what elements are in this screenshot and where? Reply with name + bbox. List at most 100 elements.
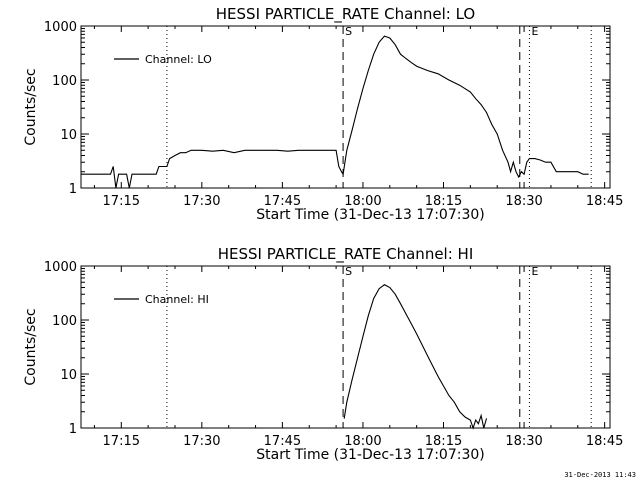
- hi-data-point: [357, 357, 358, 359]
- lo-data-point: [523, 173, 525, 175]
- lo-data-point: [507, 161, 509, 163]
- hi-data-point: [454, 401, 455, 403]
- lo-x-tick-label: 18:00: [344, 194, 381, 209]
- lo-data-point: [308, 150, 310, 151]
- hi-marker-label-e: E: [531, 265, 538, 278]
- lo-data-point: [510, 171, 511, 172]
- lo-data-point: [561, 171, 562, 172]
- lo-data-point: [405, 58, 407, 59]
- lo-marker-label-e: E: [531, 25, 538, 38]
- lo-marker-label-s: S: [345, 25, 352, 38]
- lo-data-point: [416, 65, 418, 67]
- lo-data-point: [556, 171, 557, 172]
- hi-data-point: [483, 427, 485, 429]
- lo-data-point: [470, 91, 471, 93]
- lo-y-tick-label: 1: [69, 182, 77, 197]
- hi-data-point: [362, 336, 364, 337]
- lo-data-point: [394, 44, 396, 45]
- hi-channel-panel: HESSI PARTICLE_RATE Channel: HI 17:15 17:3…: [23, 245, 623, 463]
- hi-x-tick-label: 18:30: [505, 434, 542, 449]
- lo-data-point: [475, 98, 477, 99]
- lo-data-point: [342, 173, 344, 175]
- lo-data-point: [378, 42, 380, 43]
- lo-data-point: [129, 187, 130, 189]
- hi-x-tick-label: 18:15: [425, 434, 462, 449]
- lo-data-point: [496, 133, 498, 135]
- lo-data-point: [185, 152, 186, 153]
- hi-data-point: [475, 419, 477, 421]
- lo-data-point: [588, 173, 589, 175]
- hi-y-tick-label: 10: [60, 368, 77, 383]
- hi-data-point: [486, 418, 487, 419]
- hi-data-point: [480, 415, 482, 416]
- lo-chart-title: HESSI PARTICLE_RATE Channel: LO: [216, 5, 475, 24]
- lo-data-point: [411, 62, 412, 63]
- hi-data-point: [437, 376, 439, 377]
- lo-data-point: [147, 173, 149, 175]
- lo-data-point: [266, 150, 267, 151]
- lo-data-point: [174, 155, 176, 156]
- hi-x-tick-label: 18:00: [344, 434, 381, 449]
- lo-data-point: [158, 166, 160, 167]
- hi-data-point: [343, 418, 345, 419]
- lo-plot-frame: [80, 25, 611, 189]
- lo-data-point: [486, 112, 487, 113]
- lo-data-point: [115, 187, 117, 189]
- lo-data-point: [491, 124, 493, 125]
- hi-data-point: [443, 385, 444, 387]
- hi-legend-label: Channel: HI: [145, 293, 209, 306]
- hi-x-tick-label: 17:15: [103, 434, 140, 449]
- lo-data-point: [180, 152, 181, 153]
- lo-data-point: [362, 88, 364, 89]
- lo-data-point: [502, 150, 503, 151]
- lo-data-point: [529, 158, 530, 159]
- hi-data-point: [416, 333, 418, 335]
- lo-data-point: [155, 173, 157, 175]
- hi-data-point: [400, 303, 401, 305]
- lo-data-point: [480, 104, 482, 105]
- lo-x-tick-label: 18:15: [425, 194, 462, 209]
- lo-data-point: [131, 173, 133, 175]
- lo-y-axis-label: Counts/sec: [23, 68, 39, 145]
- lo-channel-panel: HESSI PARTICLE_RATE Channel: LO 17:15 17:3…: [23, 5, 623, 223]
- lo-data-point: [255, 150, 256, 151]
- lo-y-tick-label: 10: [60, 128, 77, 143]
- footer-timestamp: 31-Dec-2013 11:43: [564, 471, 636, 479]
- hi-x-tick-label: 17:45: [264, 434, 301, 449]
- lo-series-line: [81, 35, 589, 189]
- lo-data-point: [550, 161, 552, 163]
- lo-data-point: [94, 173, 95, 175]
- lo-data-point: [338, 166, 340, 167]
- lo-data-point: [384, 35, 385, 37]
- hi-plot-frame: [80, 265, 611, 429]
- lo-legend-label: Channel: LO: [145, 53, 212, 66]
- hi-x-tick-label: 18:45: [586, 434, 623, 449]
- lo-data-point: [169, 158, 170, 159]
- hi-data-point: [459, 411, 460, 413]
- lo-data-point: [298, 150, 299, 151]
- lo-data-point: [513, 161, 514, 163]
- hi-y-tick-label: 1: [69, 422, 77, 437]
- hi-data-point: [448, 395, 450, 396]
- lo-x-tick-label: 18:45: [586, 194, 623, 209]
- lo-x-tick-label: 18:30: [505, 194, 542, 209]
- hi-data-point: [378, 288, 380, 290]
- lo-data-point: [526, 161, 528, 163]
- hi-data-point: [411, 323, 412, 325]
- hi-data-point: [472, 427, 474, 429]
- lo-data-point: [539, 159, 541, 161]
- hi-data-point: [389, 287, 391, 288]
- lo-data-point: [244, 150, 246, 151]
- lo-data-point: [572, 171, 573, 172]
- hi-x-axis-label: Start Time (31-Dec-13 17:07:30): [256, 447, 484, 463]
- lo-y-tick-label: 100: [52, 74, 77, 89]
- lo-data-point: [201, 150, 203, 151]
- hi-data-point: [432, 365, 434, 367]
- hi-y-axis-label: Counts/sec: [23, 308, 39, 385]
- lo-data-point: [427, 70, 428, 71]
- lo-data-point: [212, 150, 213, 152]
- hi-x-tick-label: 17:30: [183, 434, 220, 449]
- hi-data-point: [421, 344, 423, 345]
- lo-data-point: [357, 107, 358, 109]
